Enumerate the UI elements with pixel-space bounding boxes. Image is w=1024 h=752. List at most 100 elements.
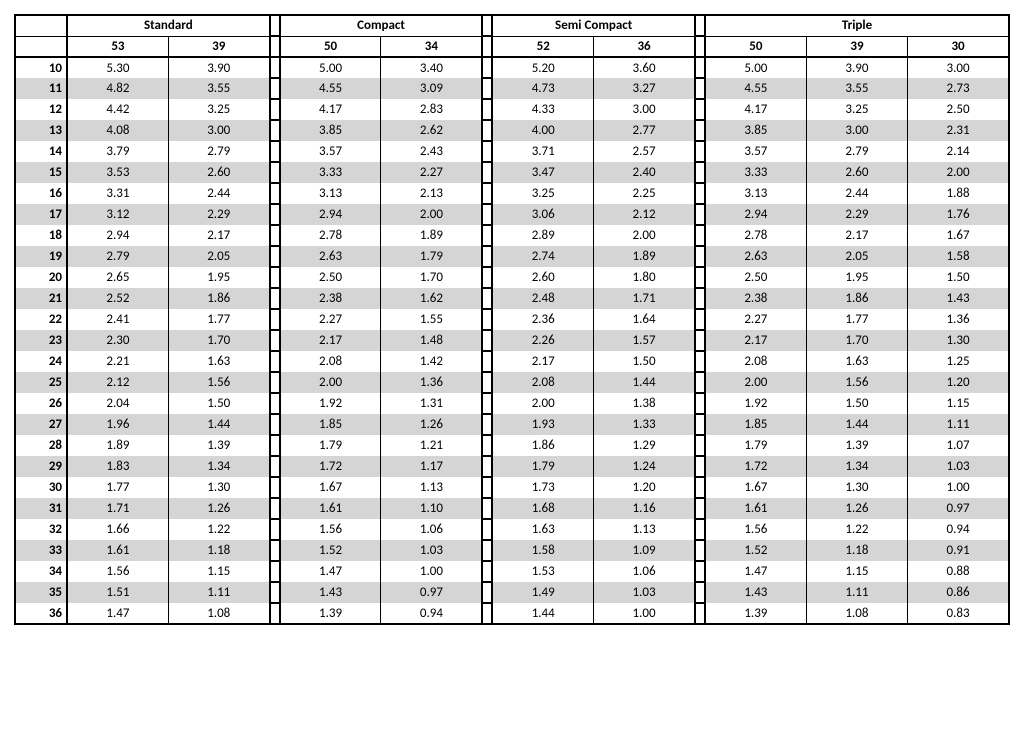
data-cell: 1.07: [908, 435, 1009, 456]
column-gap: [270, 225, 280, 246]
column-gap: [482, 120, 492, 141]
data-cell: 3.57: [280, 141, 381, 162]
column-gap: [482, 57, 492, 78]
data-cell: 2.41: [67, 309, 168, 330]
row-header: 10: [15, 57, 67, 78]
column-gap: [270, 267, 280, 288]
data-cell: 1.47: [67, 603, 168, 624]
data-cell: 1.66: [67, 519, 168, 540]
data-cell: 1.25: [908, 351, 1009, 372]
column-gap: [695, 246, 705, 267]
data-cell: 1.70: [806, 330, 907, 351]
data-cell: 1.30: [806, 477, 907, 498]
data-cell: 1.63: [806, 351, 907, 372]
data-cell: 1.63: [492, 519, 593, 540]
data-cell: 2.50: [280, 267, 381, 288]
data-cell: 2.00: [492, 393, 593, 414]
data-cell: 1.56: [168, 372, 269, 393]
data-cell: 1.85: [280, 414, 381, 435]
data-cell: 4.55: [280, 78, 381, 99]
column-gap: [270, 246, 280, 267]
data-cell: 2.17: [168, 225, 269, 246]
column-header: 50: [705, 36, 806, 57]
data-cell: 2.63: [280, 246, 381, 267]
column-gap: [695, 351, 705, 372]
data-cell: 2.50: [705, 267, 806, 288]
data-cell: 5.20: [492, 57, 593, 78]
column-gap: [270, 603, 280, 624]
column-gap: [695, 414, 705, 435]
data-cell: 1.56: [280, 519, 381, 540]
data-cell: 1.44: [594, 372, 695, 393]
row-header: 18: [15, 225, 67, 246]
column-header: 30: [908, 36, 1009, 57]
data-cell: 3.09: [381, 78, 482, 99]
column-gap: [270, 519, 280, 540]
data-cell: 3.90: [168, 57, 269, 78]
data-cell: 1.44: [806, 414, 907, 435]
data-cell: 2.57: [594, 141, 695, 162]
data-cell: 2.17: [492, 351, 593, 372]
column-gap: [695, 561, 705, 582]
data-cell: 1.89: [67, 435, 168, 456]
column-gap: [270, 477, 280, 498]
data-cell: 4.33: [492, 99, 593, 120]
data-cell: 3.47: [492, 162, 593, 183]
data-cell: 2.38: [705, 288, 806, 309]
row-header: 16: [15, 183, 67, 204]
data-cell: 5.00: [280, 57, 381, 78]
data-cell: 2.79: [168, 141, 269, 162]
column-gap: [482, 540, 492, 561]
column-gap: [482, 267, 492, 288]
column-gap: [695, 477, 705, 498]
data-cell: 1.93: [492, 414, 593, 435]
data-cell: 2.60: [492, 267, 593, 288]
data-cell: 0.97: [908, 498, 1009, 519]
row-header: 21: [15, 288, 67, 309]
data-cell: 2.38: [280, 288, 381, 309]
column-gap: [270, 498, 280, 519]
data-cell: 3.00: [908, 57, 1009, 78]
data-cell: 4.08: [67, 120, 168, 141]
data-cell: 3.55: [168, 78, 269, 99]
data-cell: 1.77: [67, 477, 168, 498]
data-cell: 4.42: [67, 99, 168, 120]
column-gap: [482, 225, 492, 246]
row-header: 31: [15, 498, 67, 519]
data-cell: 1.89: [381, 225, 482, 246]
data-cell: 1.15: [806, 561, 907, 582]
data-cell: 0.94: [381, 603, 482, 624]
data-cell: 2.25: [594, 183, 695, 204]
data-cell: 1.03: [908, 456, 1009, 477]
data-cell: 2.00: [280, 372, 381, 393]
data-cell: 2.73: [908, 78, 1009, 99]
data-cell: 1.26: [806, 498, 907, 519]
data-cell: 3.71: [492, 141, 593, 162]
column-gap: [270, 330, 280, 351]
data-cell: 2.00: [705, 372, 806, 393]
data-cell: 1.56: [806, 372, 907, 393]
column-gap: [270, 582, 280, 603]
data-cell: 2.21: [67, 351, 168, 372]
data-cell: 1.86: [168, 288, 269, 309]
row-header: 22: [15, 309, 67, 330]
data-cell: 2.48: [492, 288, 593, 309]
column-gap: [695, 267, 705, 288]
data-cell: 1.30: [908, 330, 1009, 351]
data-cell: 4.17: [280, 99, 381, 120]
column-gap: [270, 309, 280, 330]
data-cell: 1.51: [67, 582, 168, 603]
column-gap: [270, 561, 280, 582]
data-cell: 1.55: [381, 309, 482, 330]
data-cell: 3.85: [280, 120, 381, 141]
column-gap: [482, 393, 492, 414]
data-cell: 1.79: [280, 435, 381, 456]
data-cell: 3.00: [594, 99, 695, 120]
column-gap: [695, 120, 705, 141]
column-gap: [695, 204, 705, 225]
row-header: 33: [15, 540, 67, 561]
data-cell: 2.79: [806, 141, 907, 162]
column-gap: [695, 309, 705, 330]
data-cell: 1.47: [705, 561, 806, 582]
data-cell: 1.39: [168, 435, 269, 456]
